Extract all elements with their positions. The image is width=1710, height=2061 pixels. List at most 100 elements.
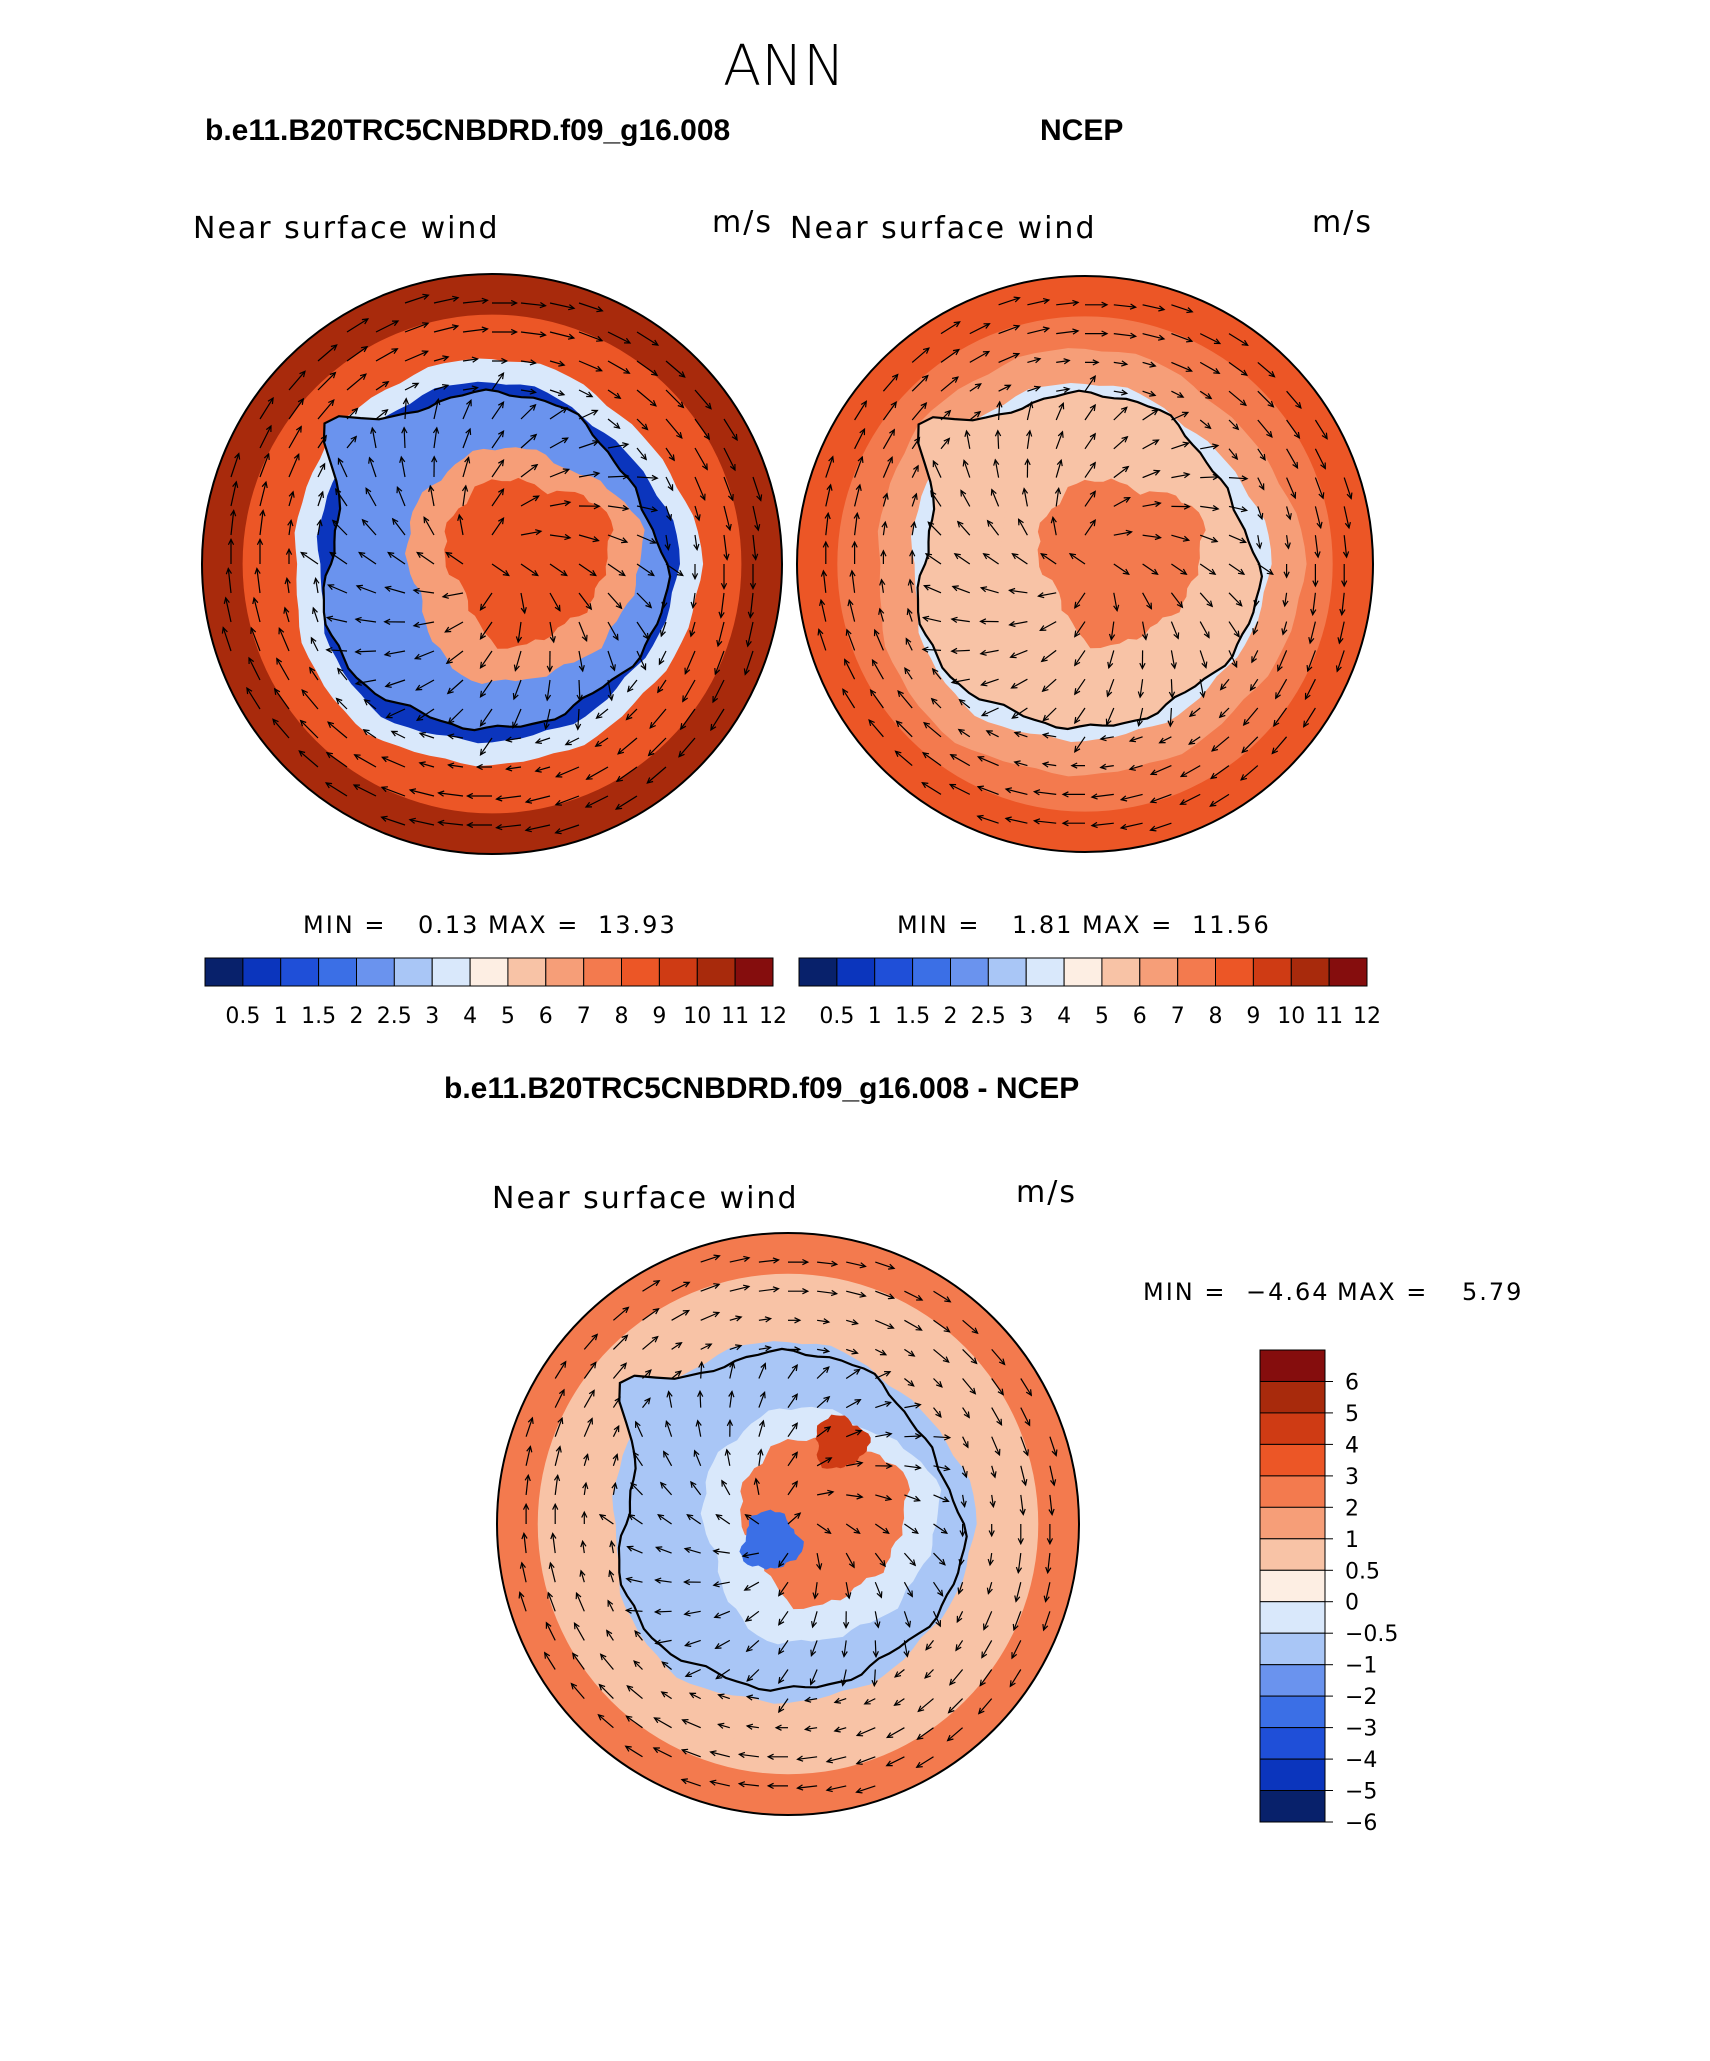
wind-vector — [1043, 763, 1057, 767]
wind-vector — [710, 708, 725, 731]
wind-vector — [1020, 1407, 1031, 1426]
wind-vector-head — [581, 634, 588, 643]
wind-vector — [718, 1723, 730, 1729]
wind-vector — [729, 1362, 734, 1379]
wind-vector — [895, 750, 913, 767]
wind-vector-head — [447, 762, 455, 769]
colorbar-tick-label: 0 — [1345, 1591, 1359, 1616]
wind-vector — [1180, 793, 1201, 805]
wind-vector — [746, 1639, 760, 1652]
panel-obs-field-label: Near surface wind — [790, 211, 1097, 246]
wind-vector — [845, 1368, 861, 1379]
wind-vector — [758, 1392, 766, 1408]
wind-vector — [230, 481, 237, 507]
wind-vector-head — [754, 524, 761, 532]
colorbar-box — [836, 957, 876, 987]
wind-vector — [582, 1541, 585, 1554]
wind-vector-head — [715, 1673, 723, 1680]
wind-vector-head — [924, 1672, 931, 1679]
wind-vector — [1228, 333, 1249, 346]
wind-vector-head — [897, 690, 904, 698]
wind-vector — [787, 1393, 798, 1408]
wind-vector-head — [422, 293, 430, 300]
wind-vector-head — [921, 752, 930, 759]
wind-vector-head — [625, 1715, 633, 1722]
wind-vector — [317, 399, 335, 420]
panel-diff-units: m/s — [1016, 1175, 1077, 1210]
wind-vector — [353, 784, 377, 797]
wind-vector-head — [935, 1410, 942, 1418]
wind-vector-head — [923, 721, 931, 729]
wind-vector — [513, 679, 522, 700]
wind-vector — [480, 708, 493, 727]
wind-vector — [981, 678, 999, 686]
wind-vector-head — [717, 1693, 725, 1700]
wind-vector-head — [1149, 797, 1157, 804]
wind-vector-head — [267, 396, 274, 405]
wind-vector — [578, 472, 600, 478]
wind-vector — [328, 584, 348, 594]
wind-vector-head — [391, 517, 399, 525]
wind-vector — [1314, 419, 1328, 440]
wind-vector — [634, 1630, 643, 1641]
wind-vector-head — [1232, 423, 1240, 431]
wind-vector — [578, 679, 581, 701]
wind-vector-head — [1092, 359, 1100, 366]
wind-vector-head — [996, 1418, 1003, 1427]
panel-model-title: b.e11.B20TRC5CNBDRD.f09_g16.008 — [205, 114, 730, 147]
wind-vector — [653, 1747, 672, 1758]
wind-vector-head — [549, 636, 556, 644]
wind-vector-head — [548, 1561, 555, 1570]
wind-vector-head — [299, 719, 307, 727]
wind-vector — [358, 552, 377, 565]
wind-vector-head — [617, 748, 625, 755]
wind-vector — [897, 690, 913, 709]
wind-vector — [315, 578, 319, 594]
wind-vector-head — [959, 1530, 966, 1538]
wind-vector-head — [874, 1621, 881, 1629]
wind-vector — [1307, 650, 1316, 672]
wind-vector-head — [645, 601, 653, 609]
wind-vector — [963, 460, 971, 478]
wind-vector-head — [442, 384, 450, 390]
wind-vector-head — [625, 713, 633, 721]
wind-vector — [578, 302, 603, 312]
wind-vector-head — [1015, 1566, 1023, 1575]
wind-vector — [633, 1660, 643, 1670]
wind-vector-head — [324, 782, 333, 789]
wind-vector — [1049, 1436, 1057, 1456]
wind-vector — [933, 1290, 951, 1303]
wind-vector — [523, 1533, 527, 1554]
wind-vector — [578, 650, 584, 672]
wind-vector-head — [828, 455, 835, 463]
wind-vector-head — [725, 523, 732, 532]
wind-vector-head — [1241, 475, 1249, 482]
wind-vector-head — [962, 459, 969, 467]
wind-vector-head — [481, 326, 489, 333]
wind-vector-head — [225, 567, 233, 575]
wind-vector-head — [330, 344, 338, 351]
wind-vector-head — [301, 689, 308, 697]
wind-vector — [1020, 1436, 1029, 1456]
wind-vector-head — [745, 1694, 754, 1701]
wind-vector-head — [1025, 1389, 1033, 1397]
colorbar-tick-label: 6 — [1133, 1004, 1147, 1029]
wind-vector — [886, 1756, 905, 1767]
wind-vector-head — [1282, 600, 1289, 608]
wind-vector-head — [370, 426, 377, 434]
wind-vector — [694, 389, 712, 410]
wind-vector — [978, 1698, 993, 1714]
colorbar-box — [1259, 1632, 1326, 1666]
wind-vector — [989, 1553, 993, 1565]
wind-vector — [846, 1462, 863, 1467]
wind-vector-head — [572, 1652, 579, 1660]
wind-vector-head — [713, 1612, 721, 1619]
wind-vector-head — [737, 1781, 746, 1788]
wind-vector-head — [766, 1753, 774, 1760]
wind-vector — [846, 1261, 866, 1267]
wind-vector — [981, 587, 999, 594]
wind-vector-head — [1176, 601, 1184, 609]
colorbar-box — [1259, 1664, 1326, 1697]
wind-vector-head — [885, 1760, 893, 1767]
wind-vector-head — [625, 1576, 633, 1583]
